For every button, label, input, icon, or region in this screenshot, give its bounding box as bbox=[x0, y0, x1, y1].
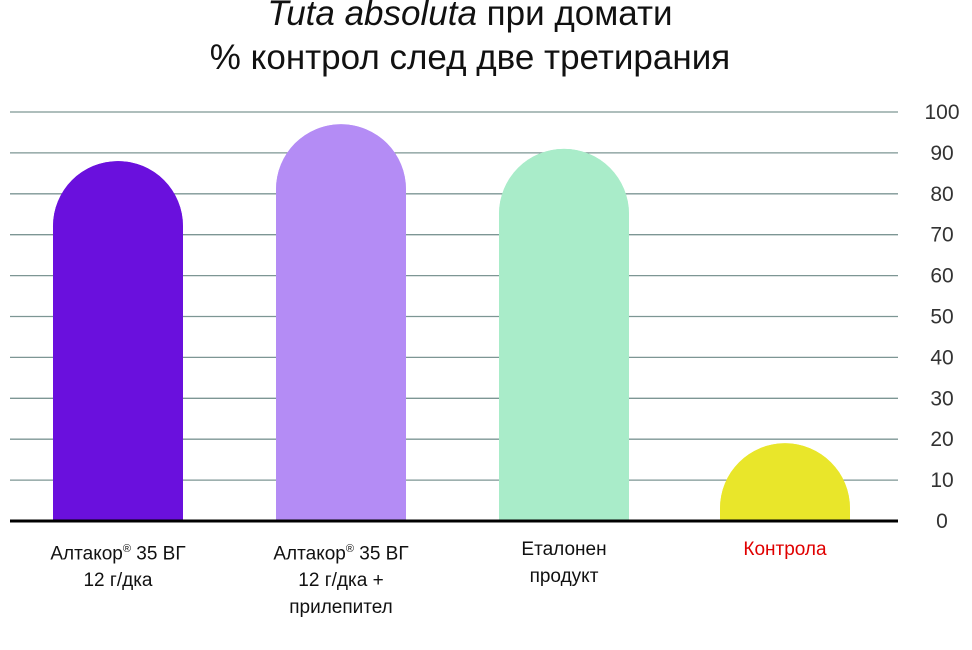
y-tick-label: 50 bbox=[930, 306, 953, 329]
title-line-2: % контрол след две третирания bbox=[209, 38, 731, 77]
y-tick-labels: 0 10 20 30 40 50 60 70 80 90 100 bbox=[924, 101, 959, 533]
y-tick-label: 60 bbox=[930, 265, 953, 288]
title-species: Tuta absoluta bbox=[267, 0, 477, 33]
chart-title: Tuta absoluta при домати % контрол след … bbox=[0, 0, 940, 80]
category-label-line: Алтакор® 35 ВГ bbox=[50, 543, 186, 565]
y-tick-label: 100 bbox=[924, 101, 959, 124]
category-label-2: Алтакор® 35 ВГ 12 г/дка + прилепител bbox=[241, 536, 441, 621]
y-tick-label: 70 bbox=[930, 224, 953, 247]
y-tick-label: 90 bbox=[930, 142, 953, 165]
category-label-line: 12 г/дка bbox=[83, 570, 153, 592]
category-label-1: Алтакор® 35 ВГ 12 г/дка bbox=[18, 536, 218, 594]
category-label-line: прилепител bbox=[289, 597, 393, 619]
bar-4 bbox=[720, 443, 850, 521]
y-tick-label: 80 bbox=[930, 183, 953, 206]
y-tick-label: 30 bbox=[930, 387, 953, 410]
bars bbox=[53, 124, 850, 522]
registered-mark: ® bbox=[345, 543, 354, 555]
category-label-line: 12 г/дка + bbox=[298, 570, 384, 592]
category-label-4: Контрола bbox=[685, 536, 885, 563]
title-rest: при домати bbox=[476, 0, 673, 33]
category-label-line: продукт bbox=[529, 566, 599, 587]
bar-1 bbox=[53, 161, 183, 521]
y-tick-label: 40 bbox=[930, 346, 953, 369]
title-line-1: Tuta absoluta при домати bbox=[0, 0, 940, 36]
registered-mark: ® bbox=[122, 543, 131, 555]
bar-2 bbox=[276, 124, 406, 521]
category-label-line: Контрола bbox=[743, 539, 827, 560]
category-label-3: Еталонен продукт bbox=[464, 536, 664, 590]
bar-3 bbox=[499, 148, 629, 522]
y-tick-label: 20 bbox=[930, 428, 953, 451]
category-label-line: Еталонен bbox=[521, 539, 607, 560]
y-tick-label: 0 bbox=[936, 510, 948, 533]
category-label-line: Алтакор® 35 ВГ bbox=[273, 543, 409, 565]
y-tick-label: 10 bbox=[930, 469, 953, 492]
